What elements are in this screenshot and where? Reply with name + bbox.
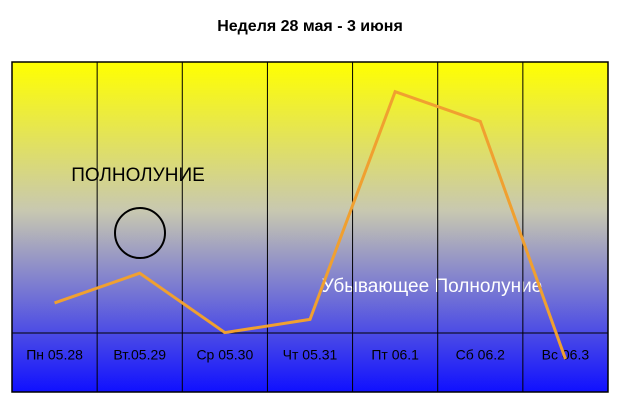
chart-title: Неделя 28 мая - 3 июня xyxy=(217,18,403,35)
moon-icon xyxy=(114,207,166,259)
data-line xyxy=(54,89,567,360)
annotation: Убывающее Полнолуние xyxy=(322,276,543,297)
x-tick-label: Пн 05.28 xyxy=(26,347,83,363)
x-tick-label: Пт 06.1 xyxy=(371,347,419,363)
x-tick-label: Сб 06.2 xyxy=(456,347,505,363)
x-tick-label: Вс 06.3 xyxy=(542,347,590,363)
x-tick-label: Ср 05.30 xyxy=(196,347,253,363)
x-tick-label: Вт.05.29 xyxy=(113,347,166,363)
annotation: ПОЛНОЛУНИЕ xyxy=(71,165,205,186)
x-tick-label: Чт 05.31 xyxy=(283,347,338,363)
plot-area xyxy=(11,61,609,393)
